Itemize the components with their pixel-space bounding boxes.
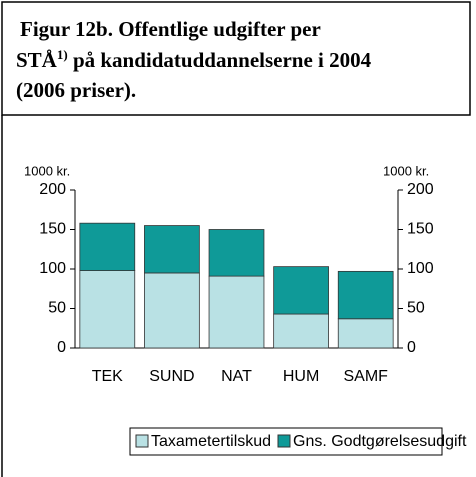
bar-segment: [208, 229, 265, 277]
x-tick-label: SAMF: [343, 368, 388, 385]
title-part: STÅ: [16, 48, 58, 72]
bar-segment: [79, 222, 136, 271]
y2-unit: 1000 kr.: [383, 163, 429, 178]
bar-segment: [144, 225, 200, 274]
y2-tick-label: 50: [407, 300, 425, 317]
x-tick-label: HUM: [283, 368, 319, 385]
y-tick-label: 100: [39, 260, 66, 277]
title-line: Figur 12b. Offentlige udgifter per: [20, 17, 321, 41]
y-tick-label: 0: [57, 339, 66, 356]
title-frame: [1, 1, 471, 116]
title-line: STÅ1) på kandidatuddannelserne i 2004: [16, 47, 372, 72]
legend-box: [129, 427, 443, 456]
legend-label: Gns. Godtgørelsesudgift: [293, 433, 467, 450]
x-tick-label: SUND: [149, 368, 194, 385]
x-tick-label: NAT: [221, 368, 252, 385]
y2-tick-label: 100: [407, 260, 434, 277]
y2-tick-label: 200: [407, 181, 434, 198]
x-tick-label: TEK: [92, 368, 123, 385]
bar-segment: [337, 270, 394, 320]
y-tick-label: 150: [39, 221, 66, 238]
bar-segment: [208, 275, 265, 349]
bar-segment: [79, 270, 136, 349]
title-sup: 1): [57, 47, 68, 62]
legend-swatch: [277, 434, 291, 448]
legend-swatch: [135, 434, 149, 448]
bar-segment: [144, 272, 200, 349]
y2-tick-label: 0: [407, 339, 416, 356]
y-tick-label: 200: [39, 181, 66, 198]
bar-segment: [273, 266, 329, 315]
bar-segment: [273, 313, 329, 349]
y-unit: 1000 kr.: [24, 163, 70, 178]
title-line: (2006 priser).: [16, 78, 136, 102]
legend-label: Taxametertilskud: [151, 433, 271, 450]
y-tick-label: 50: [48, 300, 66, 317]
y2-tick-label: 150: [407, 221, 434, 238]
title-part: på kandidatuddannelserne i 2004: [68, 48, 372, 72]
bar-segment: [337, 318, 394, 349]
